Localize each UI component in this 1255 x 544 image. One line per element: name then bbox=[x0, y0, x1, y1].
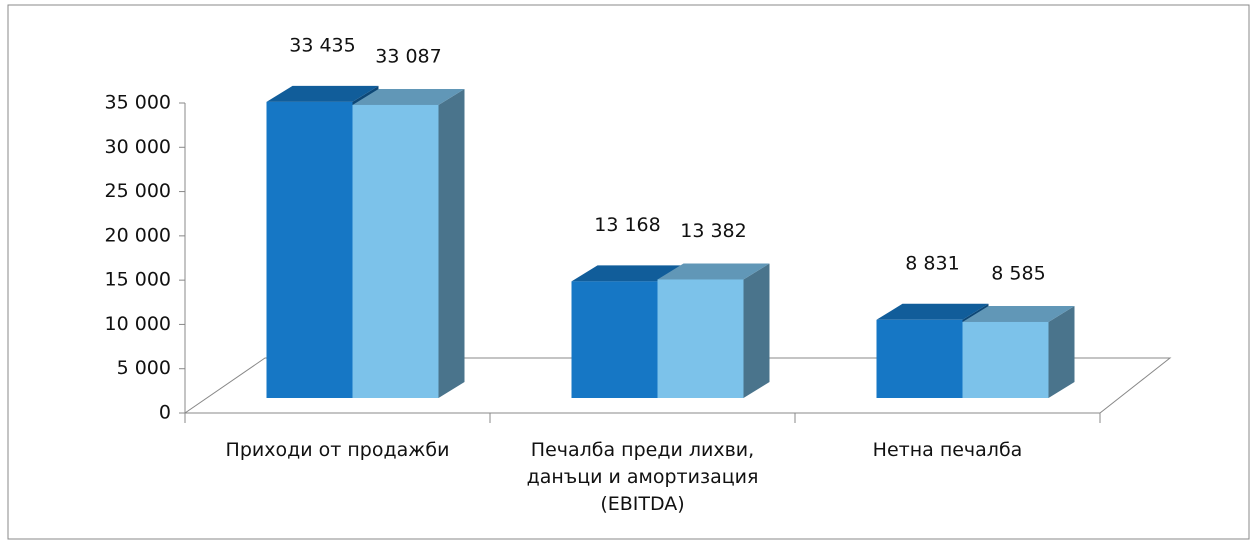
bar-side bbox=[1048, 305, 1075, 398]
x-tick-label: Нетна печалба bbox=[872, 439, 1023, 461]
y-tick-label: 25 000 bbox=[105, 180, 171, 202]
y-tick-label: 5 000 bbox=[117, 357, 171, 379]
bar bbox=[571, 281, 658, 398]
data-label: 33 435 bbox=[289, 34, 355, 56]
data-label: 33 087 bbox=[375, 45, 441, 67]
y-tick-label: 0 bbox=[159, 402, 171, 424]
bar-top bbox=[962, 305, 1075, 322]
bar bbox=[266, 101, 353, 399]
x-tick-label: Печалба преди лихви, данъци и амортизаци… bbox=[526, 439, 759, 515]
data-label: 13 168 bbox=[594, 214, 660, 236]
bar bbox=[962, 321, 1049, 398]
bar-top bbox=[266, 85, 379, 102]
data-label: 8 585 bbox=[991, 262, 1045, 284]
bar-top bbox=[657, 263, 770, 280]
data-label: 8 831 bbox=[905, 252, 959, 274]
y-tick-label: 15 000 bbox=[105, 269, 171, 291]
y-tick-label: 30 000 bbox=[105, 136, 171, 158]
bar bbox=[657, 279, 744, 398]
bar bbox=[352, 104, 439, 398]
y-tick-label: 10 000 bbox=[105, 313, 171, 335]
bar-top bbox=[876, 303, 989, 320]
bar bbox=[876, 319, 963, 398]
y-tick-label: 20 000 bbox=[105, 224, 171, 246]
bar-side bbox=[743, 263, 770, 398]
bar-top bbox=[571, 265, 684, 282]
y-tick-label: 35 000 bbox=[105, 92, 171, 114]
x-tick-label: Приходи от продажби bbox=[225, 439, 450, 461]
data-label: 13 382 bbox=[680, 220, 746, 242]
bar-top bbox=[352, 88, 465, 105]
bar-side bbox=[438, 88, 465, 398]
